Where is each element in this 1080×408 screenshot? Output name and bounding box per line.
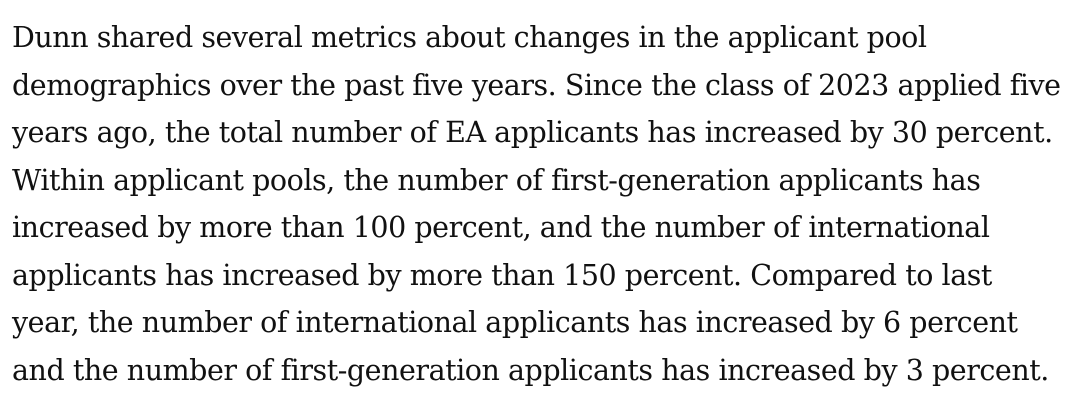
paragraph-line: applicants has increased by more than 15… (12, 258, 992, 292)
paragraph-line: year, the number of international applic… (12, 306, 1018, 339)
paragraph-line: increased by more than 100 percent, and … (12, 211, 990, 244)
article-paragraph: Dunn shared several metrics about change… (12, 14, 1072, 394)
paragraph-line: years ago, the total number of EA applic… (12, 116, 1053, 149)
paragraph-line: Within applicant pools, the number of fi… (12, 163, 981, 197)
paragraph-line: and the number of first-generation appli… (12, 353, 1049, 387)
paragraph-line: demographics over the past five years. S… (12, 68, 1061, 102)
paragraph-line: Dunn shared several metrics about change… (12, 21, 927, 54)
